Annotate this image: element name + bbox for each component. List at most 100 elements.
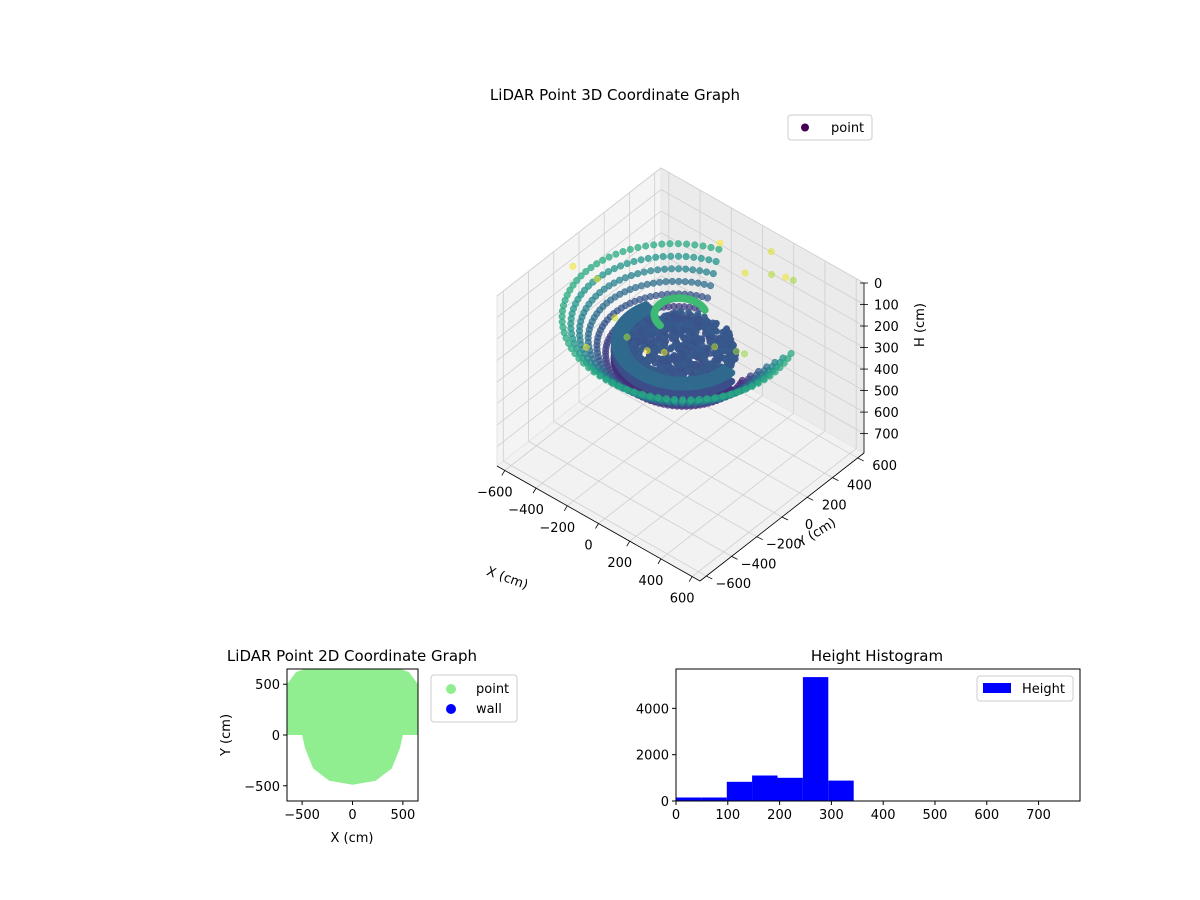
point-3d: [716, 239, 724, 247]
x-tick-label-2d: −500: [284, 808, 320, 823]
x-tick-label-3d: −200: [539, 521, 575, 536]
point-3d: [602, 376, 610, 384]
point-3d: [675, 252, 683, 260]
point-3d: [616, 276, 624, 284]
gridline-z: [660, 189, 865, 305]
point-3d: [611, 314, 619, 322]
point-3d: [599, 271, 607, 279]
z-tick-label-3d: 200: [874, 320, 899, 335]
point-3d: [582, 343, 590, 351]
point-3d: [684, 366, 692, 374]
gridline-y: [528, 441, 732, 557]
x-tick-label-3d: −600: [477, 485, 513, 500]
point-3d: [654, 266, 662, 274]
point-3d: [667, 344, 675, 352]
legend-2d: point wall: [430, 674, 518, 723]
x-tick-label-3d: 600: [670, 592, 695, 607]
point-3d: [719, 392, 727, 400]
y-tick-label-3d: 600: [872, 459, 897, 474]
x-axis-label-2d: X (cm): [331, 831, 374, 846]
point-3d: [605, 253, 613, 261]
histogram-bar: [726, 781, 753, 801]
point-3d: [643, 347, 651, 355]
chart-3d-title: LiDAR Point 3D Coordinate Graph: [490, 86, 740, 104]
point-3d: [711, 394, 719, 402]
point-3d: [634, 243, 642, 251]
point-3d: [679, 396, 687, 404]
histogram-bar: [701, 797, 727, 801]
point-3d: [569, 262, 577, 270]
point-3d: [647, 267, 655, 275]
y-tick-label-2d: 0: [272, 729, 280, 744]
chart-2d-title: LiDAR Point 2D Coordinate Graph: [227, 647, 477, 665]
point-3d: [590, 368, 598, 376]
x-tick-label-3d: 400: [639, 574, 664, 589]
point-3d: [630, 258, 638, 266]
point-3d: [711, 343, 719, 351]
point-3d: [644, 254, 652, 262]
histogram-title: Height Histogram: [811, 647, 943, 665]
point-3d: [643, 280, 651, 288]
point-3d: [674, 240, 682, 248]
point-3d: [640, 268, 648, 276]
point-3d: [682, 253, 690, 261]
point-3d: [707, 282, 715, 290]
y-tick-label-3d: 400: [847, 479, 872, 494]
point-3d: [621, 274, 629, 282]
point-3d: [705, 256, 713, 264]
point-3d: [698, 293, 706, 301]
gridline-y: [503, 460, 707, 577]
point-3d: [662, 395, 670, 403]
point-3d: [652, 253, 660, 261]
point-3d: [727, 390, 735, 398]
point-3d: [748, 383, 756, 391]
histogram-legend-label: Height: [1022, 682, 1065, 697]
point-3d: [587, 264, 595, 272]
y-axis-label-2d: Y (cm): [219, 714, 234, 757]
histogram-bar: [802, 677, 829, 801]
point-3d: [675, 277, 683, 285]
point-3d: [659, 253, 667, 261]
histogram-x-tick-label: 200: [767, 808, 792, 823]
point-3d: [776, 364, 784, 372]
point-3d: [754, 379, 762, 387]
point-3d: [690, 253, 698, 261]
point-3d: [610, 265, 618, 273]
point-3d: [623, 260, 631, 268]
gridline-z: [496, 167, 662, 297]
point-3d: [662, 278, 670, 286]
point-3d: [577, 272, 585, 280]
point-3d: [689, 266, 697, 274]
point-3d: [627, 272, 635, 280]
point-3d: [612, 250, 620, 258]
point-3d: [649, 279, 657, 287]
point-3d: [593, 275, 601, 283]
point-3d: [784, 354, 792, 362]
point-3d: [582, 268, 590, 276]
gridline-z: [496, 189, 662, 318]
point-3d: [780, 359, 788, 367]
histogram-legend: Height: [976, 675, 1074, 702]
point-3d: [691, 241, 699, 249]
point-3d: [656, 321, 665, 330]
point-3d: [787, 350, 795, 358]
point-3d: [637, 282, 645, 290]
point-3d: [732, 348, 740, 355]
z-tick-label-3d: 500: [874, 385, 899, 400]
point-3d: [654, 394, 662, 402]
y-tick-label-2d: −500: [244, 780, 280, 795]
gridline-y: [604, 381, 808, 498]
histogram-y-tick-label: 2000: [636, 749, 669, 764]
point-3d: [694, 279, 702, 287]
point-3d: [599, 256, 607, 264]
point-3d: [668, 277, 676, 285]
point-3d: [605, 282, 613, 290]
point-3d: [789, 276, 797, 284]
y-tick-label-3d: −600: [715, 577, 751, 592]
point-3d: [766, 372, 774, 380]
point-3d: [638, 390, 646, 398]
point-3d: [771, 368, 779, 376]
point-3d: [707, 243, 715, 251]
point-3d: [741, 350, 748, 358]
